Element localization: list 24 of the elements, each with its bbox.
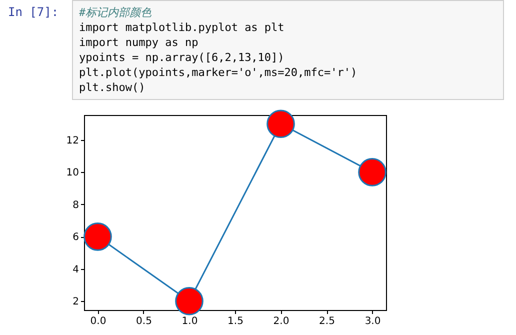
point [84,222,112,251]
y-tick-label: 8 [72,200,79,211]
text: import numpy as np [79,35,200,50]
point [175,286,204,316]
x-tick-label: 0.0 [90,316,106,327]
x-tick-label: 0.5 [136,316,152,327]
y-tick-label: 12 [66,135,79,146]
x-tick-label: 2.5 [319,316,335,327]
x-tick-label: 3.0 [364,316,381,327]
y-tick-label: 10 [66,168,79,179]
y-tick-label: 6 [72,232,79,244]
point [266,110,295,138]
y-tick-label: 2 [72,296,79,308]
text: In [7]: [8,5,59,19]
text: ypoints = np.array([6,2,13,10]) [79,50,286,65]
text: import matplotlib.pyplot as plt [79,20,286,35]
x-tick-label: 2.0 [273,316,290,327]
x-tick-label: 1.5 [228,316,244,327]
x-tick-label: 1.0 [182,316,198,327]
text: #标记内部颜色 [79,5,153,20]
point [358,158,386,186]
text: plt.show() [79,80,146,95]
text: plt.plot(ypoints,marker='o',ms=20,mfc='r') [79,65,358,80]
y-tick-label: 4 [72,264,79,276]
